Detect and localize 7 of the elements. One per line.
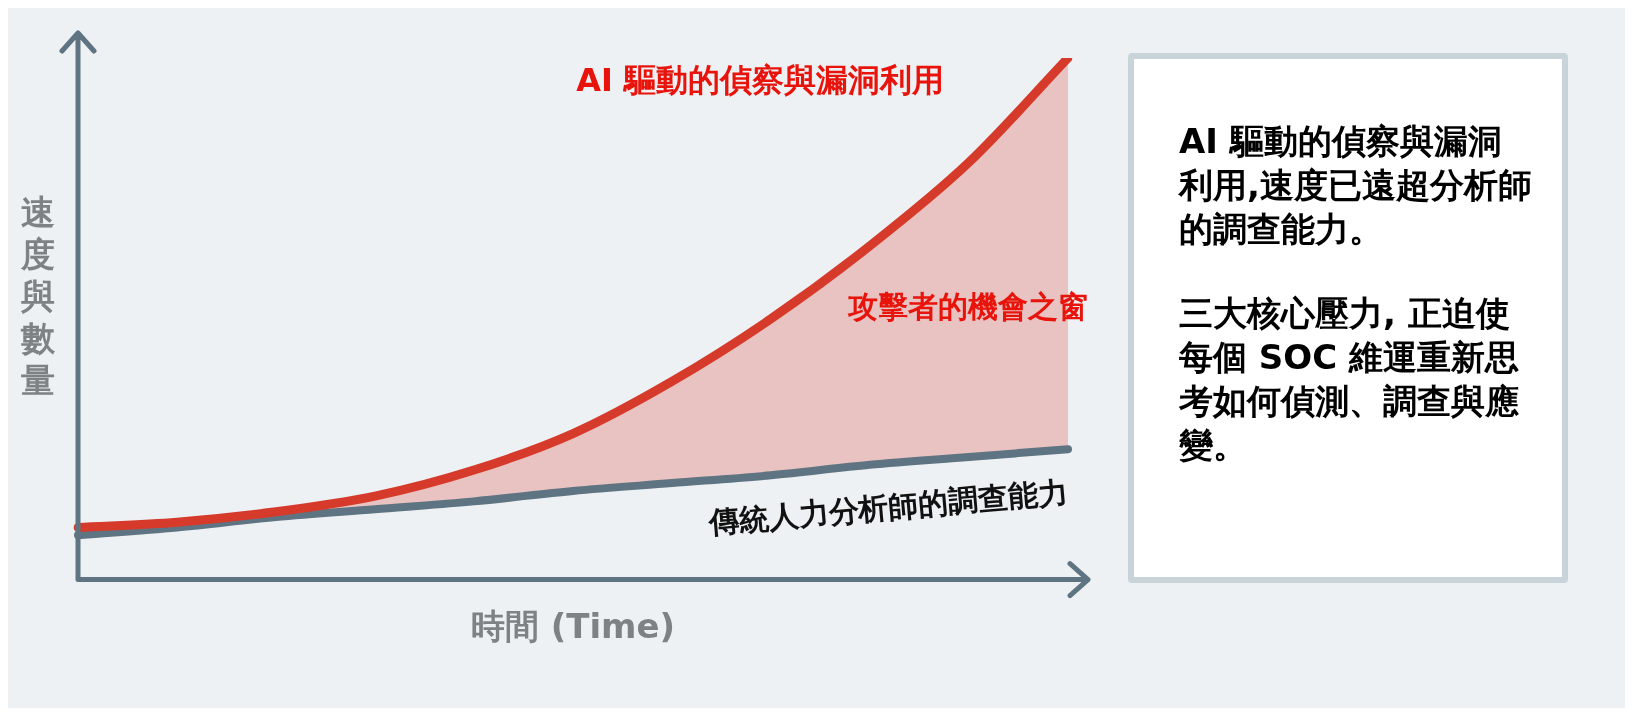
series-label: AI 驅動的偵察與漏洞利用 [576,61,944,100]
annotation: 攻擊者的機會之窗 [847,289,1088,325]
text: 三大核心壓力, 正迫使每個 SOC 維運重新思考如何偵測、調查與應變。 [1179,292,1521,467]
text: AI 驅動的偵察與漏洞利用,速度已遠超分析師的調查能力。 [1179,120,1532,251]
y-axis-title: 速度與數量 [20,191,56,400]
series-label: 傳統人力分析師的調查能力 [705,474,1070,541]
x-axis-title: 時間 (Time) [470,606,676,647]
